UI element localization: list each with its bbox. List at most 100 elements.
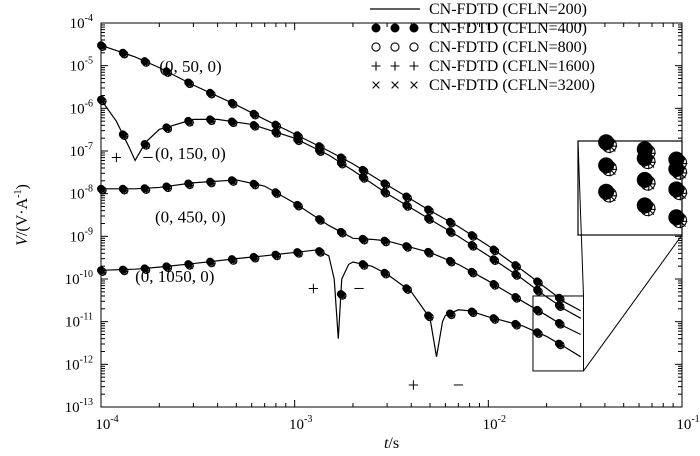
marker-cross xyxy=(492,317,499,324)
curve-line xyxy=(100,249,582,358)
marker-open-circle xyxy=(601,160,617,177)
marker-plus xyxy=(371,61,381,71)
marker-cross xyxy=(274,253,281,260)
tick-exponent: -3 xyxy=(304,414,312,425)
legend-label: CN-FDTD (CFLN=200) xyxy=(429,1,587,18)
marker-cross xyxy=(405,245,412,252)
marker-cross xyxy=(165,126,172,133)
marker-cross xyxy=(318,218,325,225)
legend-label: CN-FDTD (CFLN=1600) xyxy=(429,58,595,75)
marker-cross xyxy=(557,304,564,311)
y-tick-label: 10-10 xyxy=(65,269,93,288)
marker-cross xyxy=(230,120,237,127)
marker-cross xyxy=(427,250,434,257)
curve-markers-3 xyxy=(97,247,565,350)
marker-cross xyxy=(165,70,172,77)
marker-cross xyxy=(296,138,303,145)
marker-cross xyxy=(604,140,616,152)
tick-exponent: -4 xyxy=(85,13,93,24)
marker-open-circle xyxy=(601,137,617,153)
marker-open-circle xyxy=(640,200,656,217)
marker-cross xyxy=(209,260,216,267)
curve-line xyxy=(100,44,582,312)
tick-base: 10 xyxy=(676,417,691,433)
curve-label: (0, 50, 0) xyxy=(159,57,221,76)
marker-cross xyxy=(383,271,390,278)
tick-exponent: -8 xyxy=(85,184,93,195)
marker-cross xyxy=(187,263,194,270)
marker-cross xyxy=(209,180,216,187)
marker-cross xyxy=(99,187,107,194)
marker-plus xyxy=(409,61,419,71)
marker-cross xyxy=(318,250,325,257)
marker-cross xyxy=(427,314,434,321)
marker-cross xyxy=(470,234,477,241)
marker-cross xyxy=(230,179,237,186)
legend-item: CN-FDTD (CFLN=200) xyxy=(370,1,587,18)
marker-cross xyxy=(230,258,237,265)
tick-base: 10 xyxy=(70,16,85,32)
marker-open-circle xyxy=(671,212,688,229)
inset-markers xyxy=(598,134,688,229)
marker-cross xyxy=(536,331,543,338)
x-axis-label-var: t xyxy=(384,435,389,452)
y-tick-label: 10-9 xyxy=(70,226,93,245)
tick-base: 10 xyxy=(65,357,80,373)
marker-cross xyxy=(643,203,655,216)
marker-cross xyxy=(339,161,346,168)
y-tick-label: 10-8 xyxy=(70,184,93,203)
x-tick-label: 10-1 xyxy=(676,414,699,433)
marker-filled-circle xyxy=(390,23,400,33)
marker-cross xyxy=(410,81,418,89)
marker-open-circle xyxy=(671,164,688,180)
curve-2 xyxy=(101,179,582,336)
markers xyxy=(97,41,565,350)
marker-cross xyxy=(448,230,455,237)
inset-box xyxy=(577,140,683,236)
marker-cross xyxy=(514,273,521,280)
marker-cross xyxy=(361,263,368,270)
tick-exponent: -2 xyxy=(498,414,506,425)
marker-plus xyxy=(390,61,400,71)
marker-cross xyxy=(143,60,150,67)
curve-line xyxy=(101,179,582,336)
marker-cross xyxy=(187,81,194,88)
marker-cross xyxy=(99,269,107,276)
marker-cross xyxy=(187,119,194,126)
tick-base: 10 xyxy=(70,229,85,245)
marker-cross xyxy=(492,283,499,290)
y-tick-label: 10-13 xyxy=(65,397,93,416)
tick-base: 10 xyxy=(95,417,110,433)
marker-open-circle xyxy=(671,184,688,201)
marker-cross xyxy=(209,91,216,98)
marker-cross xyxy=(674,215,686,227)
legend-item: CN-FDTD (CFLN=400) xyxy=(371,20,587,37)
marker-cross xyxy=(252,112,259,119)
marker-cross xyxy=(405,287,412,294)
y-axis-label: V/(V·A-1) xyxy=(13,184,31,246)
marker-cross xyxy=(230,101,237,108)
marker-open-circle xyxy=(409,42,419,52)
y-tick-label: 10-7 xyxy=(70,141,93,160)
x-axis: 10-4 10-3 10-2 10-1 xyxy=(95,23,700,433)
x-tick-label: 10-2 xyxy=(483,414,506,433)
marker-cross xyxy=(252,124,259,131)
marker-cross xyxy=(143,187,150,194)
marker-cross xyxy=(391,81,399,89)
curve-3 xyxy=(100,249,582,358)
legend-label: CN-FDTD (CFLN=800) xyxy=(429,39,587,56)
marker-open-circle xyxy=(390,42,400,52)
marker-cross xyxy=(643,178,655,190)
marker-cross xyxy=(470,243,477,251)
marker-cross xyxy=(121,187,128,194)
y-tick-label: 10-11 xyxy=(65,312,93,331)
legend-item: CN-FDTD (CFLN=3200) xyxy=(372,77,595,94)
tick-base: 10 xyxy=(289,417,304,433)
y-tick-label: 10-4 xyxy=(70,13,93,32)
annotations: (0, 50, 0) (0, 150, 0) (0, 450, 0) (0, 1050… xyxy=(111,57,464,397)
marker-open-circle xyxy=(371,42,381,52)
marker-cross xyxy=(361,176,368,183)
tick-base: 10 xyxy=(70,144,85,160)
marker-cross xyxy=(557,321,564,329)
curve-label: (0, 150, 0) xyxy=(155,144,226,163)
